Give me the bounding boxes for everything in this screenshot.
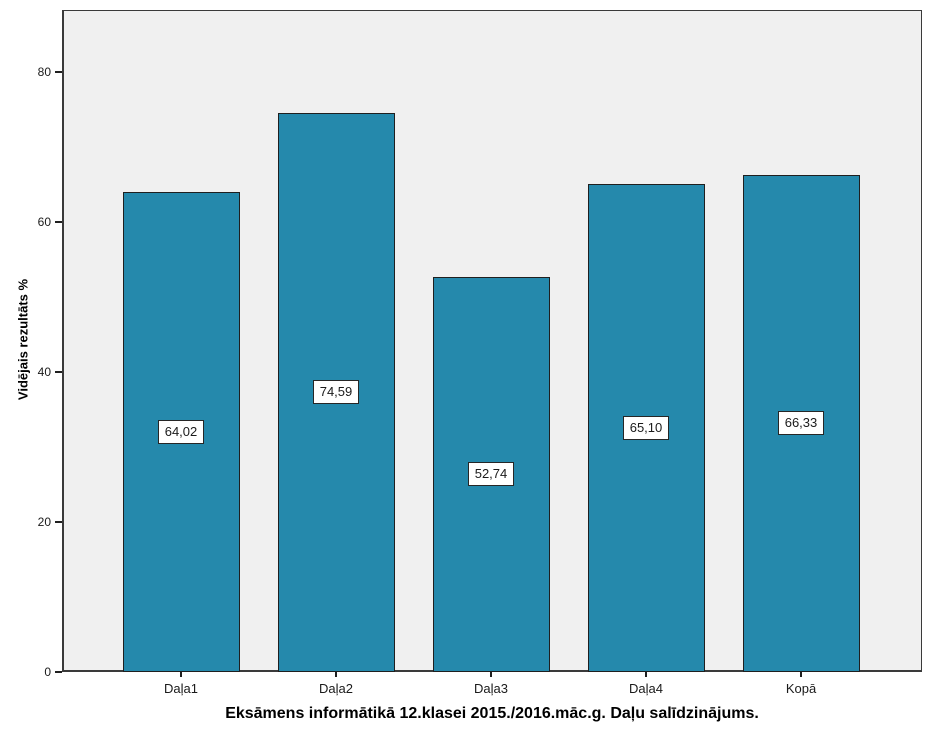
chart-title: Eksāmens informātikā 12.klasei 2015./201… <box>225 705 759 722</box>
x-axis-tick <box>645 672 647 677</box>
x-axis-label: Daļa3 <box>474 681 508 696</box>
y-axis-tick-label: 60 <box>37 215 51 230</box>
y-axis-tick-label: 0 <box>44 665 51 679</box>
bar-value-label: 74,59 <box>313 380 359 405</box>
x-axis-tick <box>490 672 492 677</box>
x-axis-tick <box>800 672 802 677</box>
x-axis-label: Kopā <box>785 681 817 696</box>
x-axis-label: Daļa2 <box>319 681 353 696</box>
bar-value-label: 52,74 <box>468 462 514 487</box>
bar-value-label: 64,02 <box>158 420 204 445</box>
y-axis-title: Vidējais rezultāts % <box>15 278 31 401</box>
y-axis-tick-label: 80 <box>37 65 51 80</box>
bar-value-label: 66,33 <box>778 411 824 436</box>
x-axis-tick <box>180 672 182 677</box>
x-axis-label: Daļa4 <box>629 681 663 696</box>
y-axis-tick-label: 40 <box>37 365 51 380</box>
y-axis-tick <box>55 221 62 224</box>
bar-value-label: 65,10 <box>623 415 669 440</box>
y-axis-tick-label: 20 <box>37 515 51 530</box>
x-axis-tick <box>335 672 337 677</box>
y-axis-tick <box>55 71 62 74</box>
x-axis-label: Daļa1 <box>164 681 198 696</box>
y-axis-tick <box>55 521 62 524</box>
y-axis-tick <box>55 371 62 374</box>
y-axis-tick <box>55 671 62 673</box>
